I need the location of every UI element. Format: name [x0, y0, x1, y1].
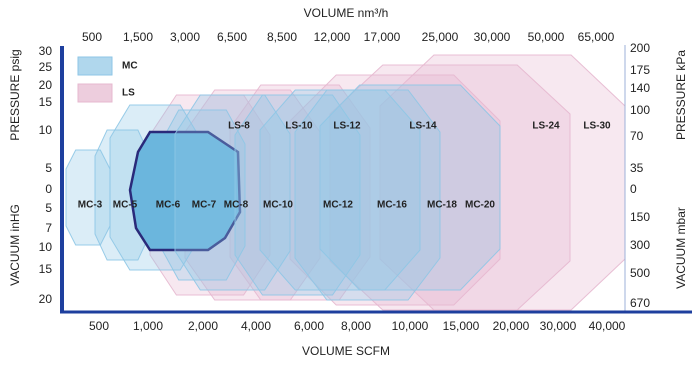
x-tick-label: 65,000	[578, 30, 615, 44]
x-tick-label: 6,000	[294, 319, 324, 333]
y-tick-label: 10	[39, 240, 53, 254]
y-tick-label: 200	[630, 41, 650, 55]
model-label: LS-12	[333, 121, 361, 132]
y-right-vacuum-title: VACUUM mbar	[674, 207, 688, 289]
highlight-region	[128, 130, 242, 252]
model-label: MC-3	[78, 200, 103, 211]
model-region	[234, 94, 361, 296]
y-tick-label: 35	[630, 161, 644, 175]
x-tick-label: 4,000	[241, 319, 271, 333]
x-tick-label: 17,000	[364, 30, 401, 44]
y-left-vacuum-title: VACUUM inHG	[8, 204, 22, 286]
y-tick-label: 0	[630, 182, 637, 196]
model-region	[174, 94, 291, 291]
y-tick-label: 7	[45, 221, 52, 235]
x-tick-label: 10,000	[392, 319, 429, 333]
y-tick-label: 20	[39, 78, 53, 92]
legend-swatch	[77, 83, 113, 103]
model-label: LS-30	[583, 121, 611, 132]
y-tick-label: 0	[45, 182, 52, 196]
y-tick-label: 30	[39, 44, 53, 58]
y-tick-label: 500	[630, 266, 650, 280]
y-tick-label: 20	[39, 292, 53, 306]
model-label: MC-5	[113, 200, 138, 211]
model-label: MC-7	[192, 200, 217, 211]
model-region	[379, 54, 626, 311]
x-tick-label: 3,000	[170, 30, 200, 44]
y-tick-label: 300	[630, 238, 650, 252]
x-tick-label: 25,000	[422, 30, 459, 44]
shapes	[65, 54, 626, 311]
x-tick-label: 30,000	[474, 30, 511, 44]
x-tick-label: 2,000	[188, 319, 218, 333]
legend-label: LS	[122, 88, 135, 99]
y-tick-label: 5	[45, 161, 52, 175]
model-label: LS-14	[409, 121, 437, 132]
model-region	[319, 84, 501, 291]
y-tick-label: 5	[45, 201, 52, 215]
y-tick-label: 100	[630, 103, 650, 117]
model-label: MC-8	[224, 200, 249, 211]
model-label: MC-20	[465, 200, 495, 211]
y-tick-label: 15	[39, 262, 53, 276]
model-label: MC-10	[263, 200, 293, 211]
legend-label: MC	[122, 61, 138, 72]
y-left-pressure-title: PRESSURE psig	[8, 49, 22, 140]
y-tick-label: 70	[630, 129, 644, 143]
legend-swatch	[77, 56, 113, 76]
x-tick-label: 20,000	[493, 319, 530, 333]
model-label: MC-16	[377, 200, 407, 211]
model-region	[294, 89, 441, 301]
y-tick-label: 670	[630, 296, 650, 310]
x-tick-label: 8,000	[341, 319, 371, 333]
x-bottom-title: VOLUME SCFM	[302, 344, 390, 358]
model-label: MC-18	[427, 200, 457, 211]
y-tick-label: 140	[630, 81, 650, 95]
model-label: LS-8	[228, 121, 250, 132]
x-tick-label: 1,500	[123, 30, 153, 44]
y-tick-label: 175	[630, 63, 650, 77]
y-tick-label: 15	[39, 95, 53, 109]
x-tick-label: 50,000	[528, 30, 565, 44]
x-tick-label: 6,500	[217, 30, 247, 44]
x-tick-label: 40,000	[589, 319, 626, 333]
x-tick-label: 1,000	[133, 319, 163, 333]
y-right-pressure-title: PRESSURE kPa	[674, 50, 688, 140]
x-top-title: VOLUME nm³/h	[304, 6, 389, 20]
x-tick-label: 8,500	[267, 30, 297, 44]
x-tick-label: 12,000	[314, 30, 351, 44]
model-label: MC-12	[323, 200, 353, 211]
model-label: MC-6	[156, 200, 181, 211]
x-tick-label: 30,000	[540, 319, 577, 333]
x-tick-label: 500	[89, 319, 109, 333]
x-tick-label: 500	[82, 30, 102, 44]
model-label: LS-10	[285, 121, 313, 132]
x-tick-label: 15,000	[443, 319, 480, 333]
y-tick-label: 150	[630, 210, 650, 224]
y-tick-label: 10	[39, 123, 53, 137]
model-label: LS-24	[532, 121, 560, 132]
y-tick-label: 25	[39, 60, 53, 74]
